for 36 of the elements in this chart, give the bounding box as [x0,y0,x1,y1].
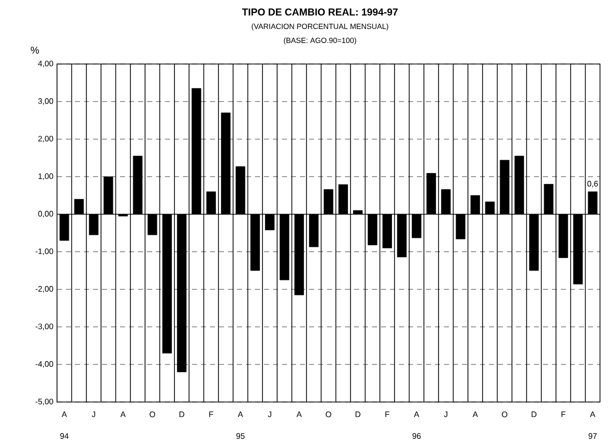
x-tick-label: D [532,412,536,418]
x-tick-label: A [590,412,596,418]
y-tick-label: -1,00 [36,248,54,256]
y-tick-label: 4,00 [38,60,54,68]
chart-title: TIPO DE CAMBIO REAL: 1994-97 [242,8,398,16]
text: 96 [412,433,421,439]
data-label: 0,6 [587,180,598,188]
x-tick-label: O [150,412,156,418]
x-tick-label: D [180,412,184,418]
x-tick-label: J [92,412,96,418]
y-axis-title: % [30,46,39,54]
y-tick-label: 3,00 [38,98,54,105]
y-tick-label: -4,00 [36,361,54,368]
x-tick-label: J [268,412,272,418]
x-tick-label: A [62,412,67,418]
x-tick-label: F [385,412,390,418]
y-tick-label: -3,00 [36,324,54,330]
x-tick-label: O [502,412,508,418]
y-tick-label: -2,00 [36,286,54,293]
x-tick-label: A [120,412,126,418]
x-tick-label: A [296,412,302,418]
x-tick-label: D [356,412,360,418]
text: 97 [588,433,597,439]
y-tick-label: 2,00 [38,136,54,142]
text: 95 [236,433,245,439]
y-tick-label: 0,00 [38,210,54,218]
y-tick-label: -5,00 [36,398,54,406]
x-tick-label: F [209,412,214,418]
x-tick-label: A [472,412,478,418]
x-tick-label: O [326,412,332,418]
x-tick-label: A [238,412,244,418]
x-tick-label: A [414,412,420,418]
x-tick-label: J [444,412,448,418]
x-tick-label: F [562,412,566,418]
text: 94 [60,433,69,439]
y-tick-label: 1,00 [38,173,54,180]
